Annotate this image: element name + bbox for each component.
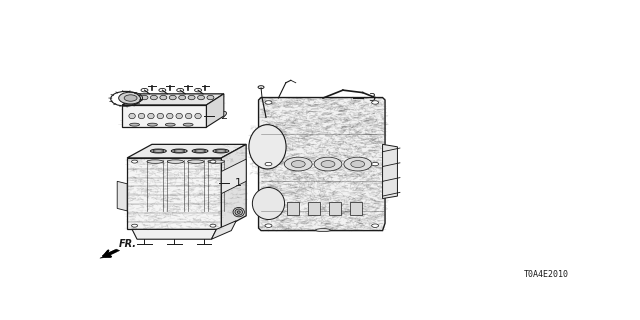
Ellipse shape: [249, 124, 286, 169]
Circle shape: [344, 157, 372, 171]
Polygon shape: [100, 254, 111, 258]
Polygon shape: [221, 144, 246, 229]
Circle shape: [372, 224, 379, 228]
Circle shape: [265, 162, 272, 166]
Circle shape: [132, 224, 138, 227]
Circle shape: [124, 95, 137, 101]
Ellipse shape: [195, 113, 201, 119]
Bar: [308, 202, 320, 215]
Text: 2: 2: [220, 111, 227, 121]
Ellipse shape: [147, 160, 163, 163]
Polygon shape: [122, 105, 207, 127]
Bar: [287, 202, 300, 215]
Polygon shape: [221, 159, 246, 194]
Circle shape: [351, 161, 365, 167]
Text: FR.: FR.: [118, 239, 137, 249]
Ellipse shape: [169, 95, 176, 100]
Polygon shape: [207, 94, 224, 127]
Ellipse shape: [172, 149, 187, 153]
Circle shape: [118, 92, 143, 104]
Text: 3: 3: [369, 92, 376, 102]
Ellipse shape: [179, 95, 186, 100]
Polygon shape: [117, 181, 127, 211]
Polygon shape: [102, 249, 120, 257]
Ellipse shape: [129, 123, 140, 126]
Ellipse shape: [138, 113, 145, 119]
Ellipse shape: [213, 149, 229, 153]
Ellipse shape: [183, 123, 193, 126]
Circle shape: [314, 157, 342, 171]
Ellipse shape: [166, 113, 173, 119]
Polygon shape: [259, 98, 385, 231]
Polygon shape: [132, 229, 216, 239]
Polygon shape: [127, 158, 221, 229]
Ellipse shape: [235, 209, 243, 215]
Ellipse shape: [165, 123, 175, 126]
Circle shape: [132, 160, 138, 163]
Ellipse shape: [207, 95, 214, 100]
Ellipse shape: [141, 95, 148, 100]
Circle shape: [321, 161, 335, 167]
Polygon shape: [211, 221, 236, 239]
Circle shape: [265, 224, 272, 228]
Ellipse shape: [192, 149, 208, 153]
Ellipse shape: [167, 160, 184, 163]
Ellipse shape: [150, 149, 166, 153]
Ellipse shape: [237, 211, 240, 213]
Bar: [329, 202, 341, 215]
Ellipse shape: [186, 113, 192, 119]
Ellipse shape: [188, 160, 204, 163]
Text: T0A4E2010: T0A4E2010: [524, 270, 568, 279]
Bar: [350, 202, 362, 215]
Ellipse shape: [150, 95, 157, 100]
Circle shape: [372, 101, 379, 104]
Ellipse shape: [252, 188, 285, 220]
Circle shape: [210, 224, 216, 227]
Ellipse shape: [173, 150, 185, 152]
Ellipse shape: [148, 113, 154, 119]
Ellipse shape: [157, 113, 164, 119]
Polygon shape: [122, 94, 224, 105]
Ellipse shape: [195, 150, 205, 152]
Circle shape: [265, 101, 272, 104]
Ellipse shape: [129, 113, 135, 119]
Ellipse shape: [188, 95, 195, 100]
Polygon shape: [383, 144, 397, 198]
Text: 1: 1: [235, 178, 242, 188]
Ellipse shape: [176, 113, 182, 119]
Circle shape: [284, 157, 312, 171]
Polygon shape: [127, 144, 246, 158]
Circle shape: [210, 160, 216, 163]
Ellipse shape: [160, 95, 167, 100]
Circle shape: [372, 162, 379, 166]
Ellipse shape: [233, 207, 244, 217]
Circle shape: [291, 161, 305, 167]
Ellipse shape: [153, 150, 164, 152]
Ellipse shape: [316, 228, 330, 232]
Ellipse shape: [147, 123, 157, 126]
Ellipse shape: [208, 160, 225, 163]
Ellipse shape: [198, 95, 205, 100]
Ellipse shape: [216, 150, 227, 152]
